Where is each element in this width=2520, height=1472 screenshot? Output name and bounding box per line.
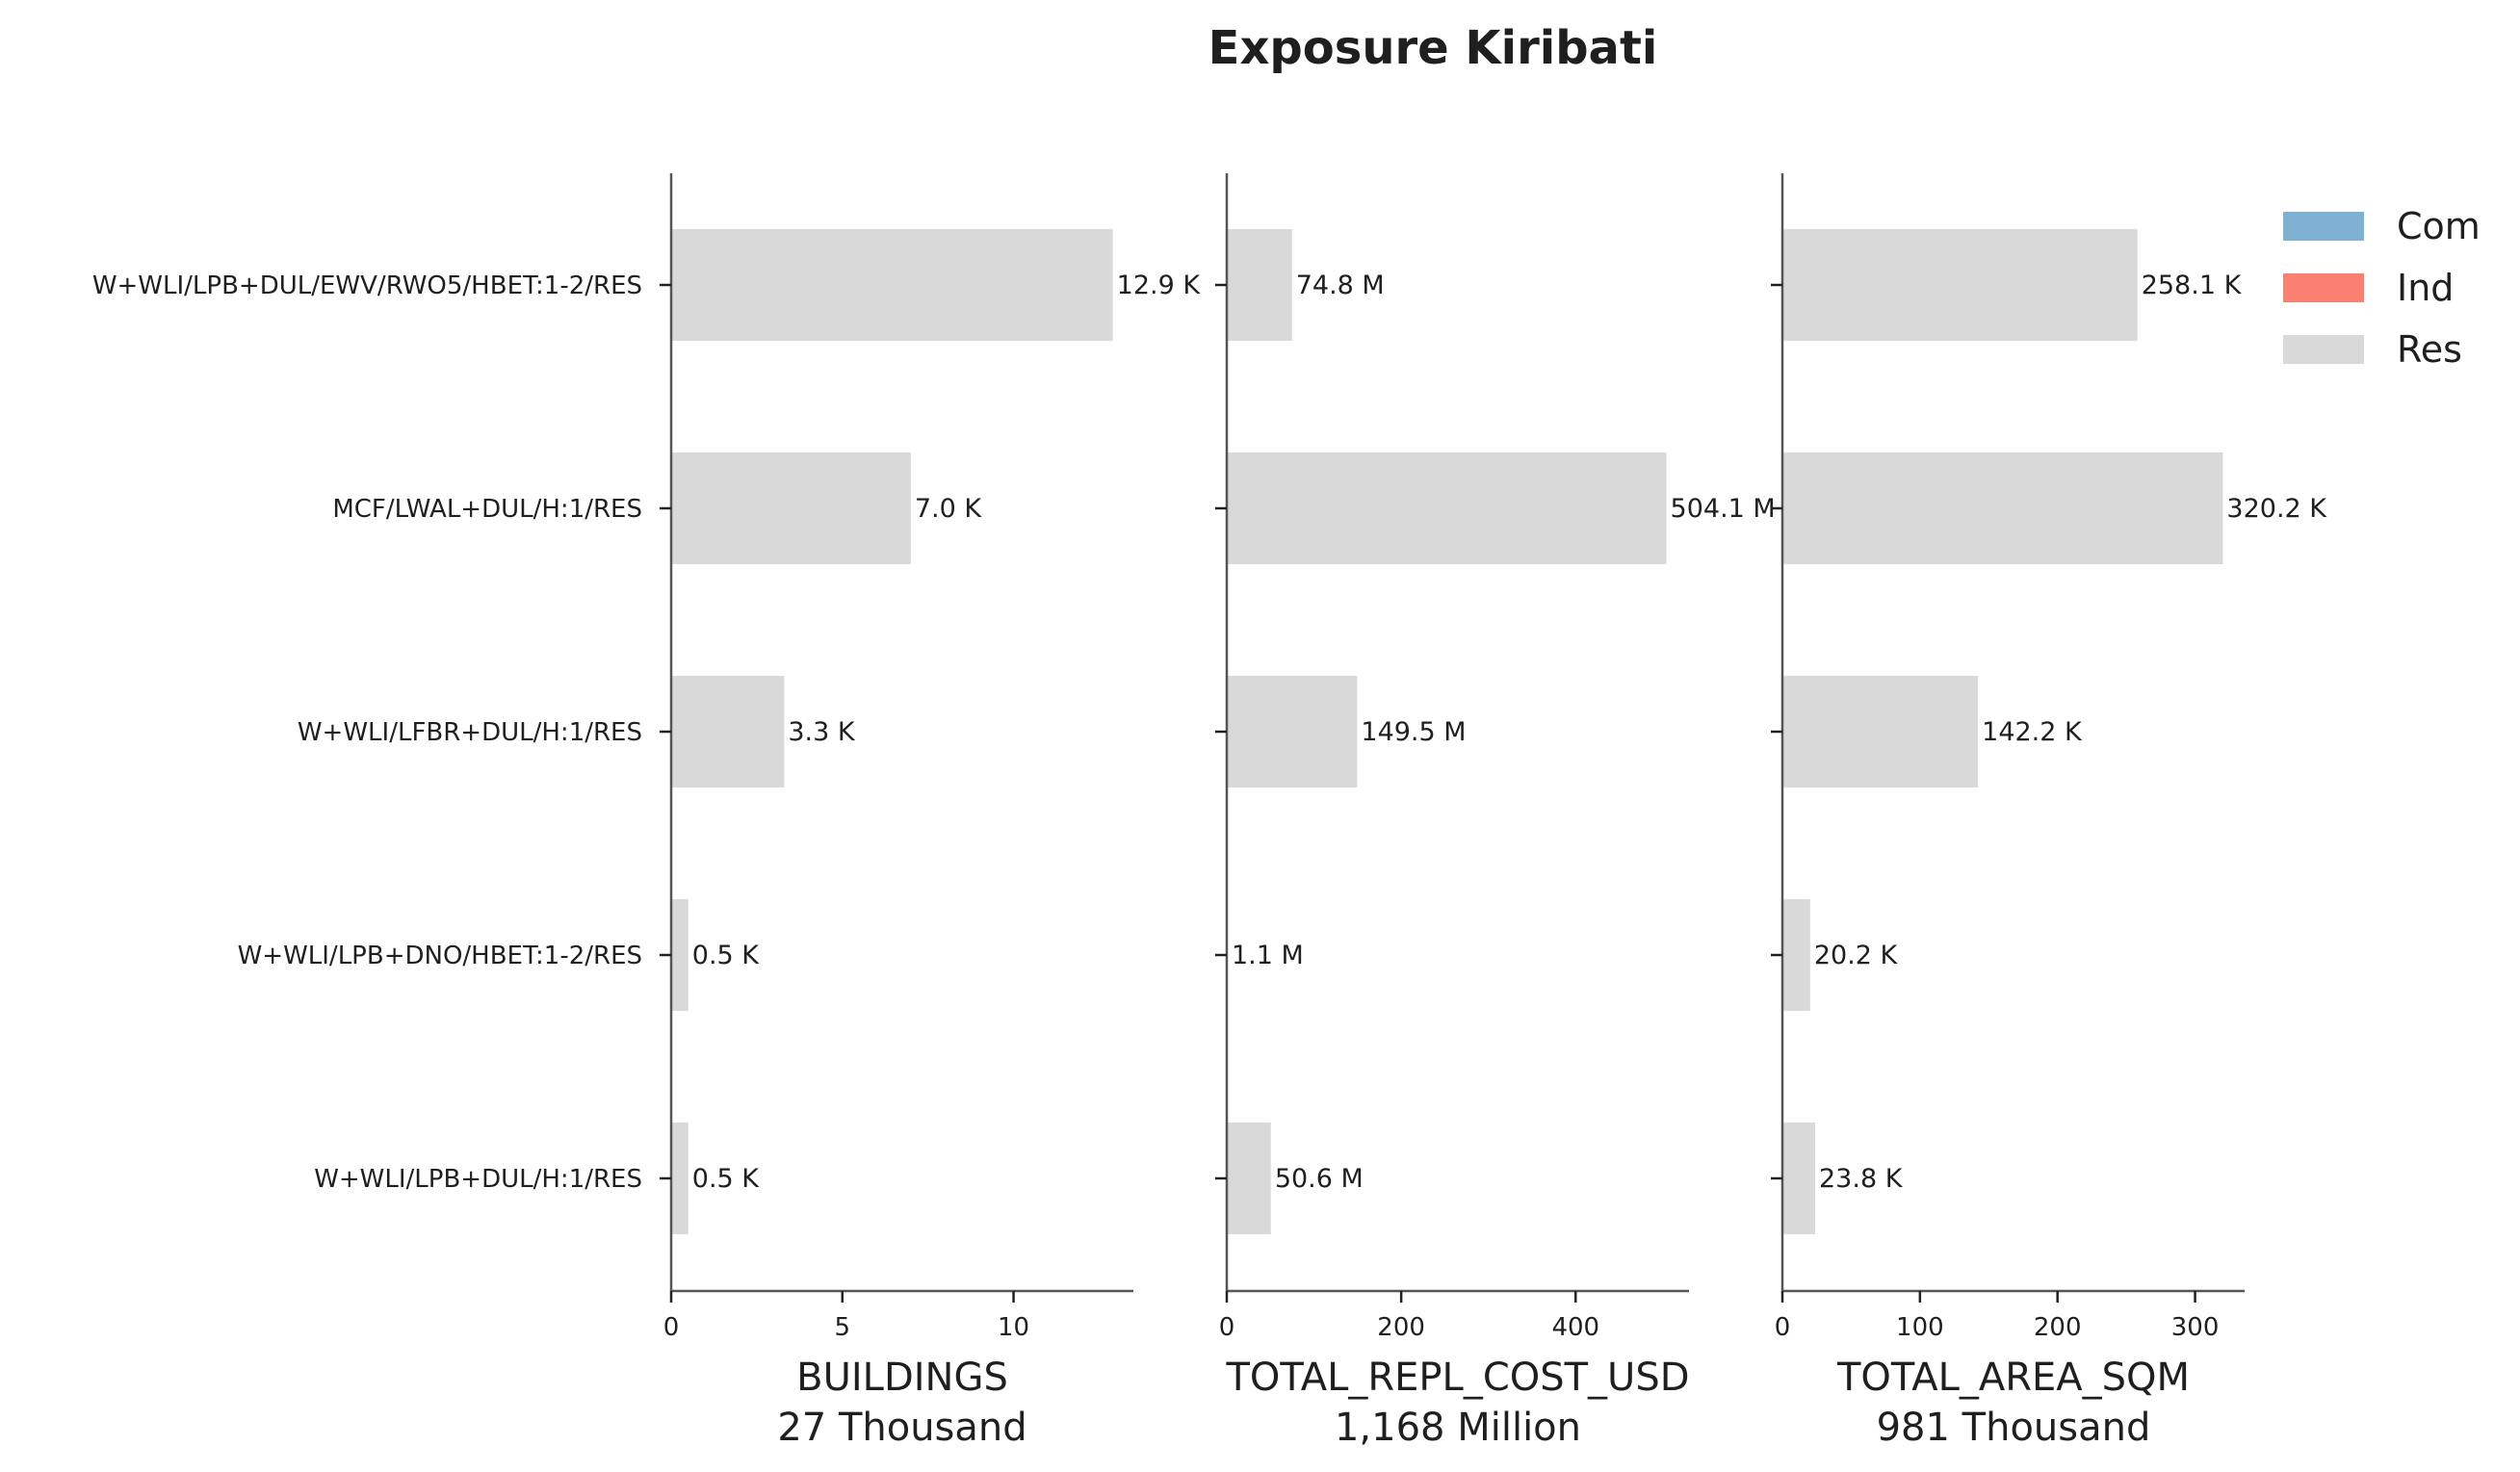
x-tick-label: 10 [998, 1313, 1029, 1342]
x-axis-label: BUILDINGS [796, 1356, 1008, 1400]
bar [1227, 229, 1292, 341]
bar [671, 676, 785, 788]
data-label: 258.1 K [2142, 271, 2243, 300]
panel-3: 258.1 K 320.2 K 142.2 K 20.2 K 23.8 K 0 100 200… [1771, 173, 2327, 1450]
bar [1782, 229, 2138, 341]
x-axis-label: TOTAL_REPL_COST_USD [1225, 1356, 1689, 1400]
data-label: 50.6 M [1275, 1164, 1364, 1194]
data-label: 0.5 K [692, 941, 761, 970]
bar [1227, 1123, 1271, 1234]
legend-swatch [2283, 212, 2364, 241]
panel-1: 12.9 K 7.0 K 3.3 K 0.5 K 0.5 K 0 5 10 BUILDINGS 2… [660, 173, 1201, 1450]
data-label: 320.2 K [2226, 494, 2327, 524]
category-label: W+WLI/LPB+DNO/HBET:1-2/RES [238, 942, 642, 970]
x-axis-total: 1,168 Million [1335, 1406, 1581, 1450]
legend-label: Ind [2397, 267, 2454, 309]
bar [1782, 899, 1810, 1011]
legend-swatch [2283, 273, 2364, 302]
x-tick-label: 400 [1551, 1313, 1599, 1342]
data-label: 7.0 K [915, 494, 983, 524]
bar [1782, 1123, 1815, 1234]
bar [1227, 452, 1667, 564]
legend-label: Com [2397, 205, 2481, 247]
data-label: 3.3 K [788, 717, 856, 747]
x-axis-total: 27 Thousand [777, 1406, 1026, 1450]
x-tick-label: 0 [1775, 1313, 1791, 1342]
x-tick-label: 5 [835, 1313, 851, 1342]
chart-panels: 12.9 K 7.0 K 3.3 K 0.5 K 0.5 K 0 5 10 BUILDINGS 2… [92, 173, 2327, 1450]
x-tick-label: 200 [2034, 1313, 2082, 1342]
category-label: W+WLI/LFBR+DUL/H:1/RES [298, 718, 642, 747]
category-label: MCF/LWAL+DUL/H:1/RES [332, 495, 642, 524]
bar [671, 229, 1113, 341]
legend-swatch [2283, 335, 2364, 364]
bar [1227, 676, 1358, 788]
category-label: W+WLI/LPB+DUL/EWV/RWO5/HBET:1-2/RES [92, 271, 642, 300]
chart-legend: Com Ind Res [2283, 205, 2481, 371]
data-label: 1.1 M [1232, 941, 1304, 970]
category-label: W+WLI/LPB+DUL/H:1/RES [314, 1165, 642, 1194]
bar [671, 452, 911, 564]
bar [671, 1123, 688, 1234]
x-tick-label: 0 [1219, 1313, 1235, 1342]
x-tick-label: 200 [1377, 1313, 1425, 1342]
data-label: 12.9 K [1117, 271, 1202, 300]
x-tick-label: 0 [663, 1313, 680, 1342]
bar [1782, 676, 1979, 788]
data-label: 142.2 K [1982, 717, 2083, 747]
data-label: 504.1 M [1671, 494, 1776, 524]
legend-label: Res [2397, 328, 2462, 371]
x-tick-label: 300 [2171, 1313, 2220, 1342]
bar [1782, 452, 2223, 564]
data-label: 149.5 M [1361, 717, 1466, 747]
bar [671, 899, 688, 1011]
x-axis-label: TOTAL_AREA_SQM [1836, 1356, 2190, 1400]
chart-title: Exposure Kiribati [1208, 21, 1658, 75]
panel-2: 74.8 M 504.1 M 149.5 M 1.1 M 50.6 M 0 200 400 TO… [1215, 173, 1776, 1450]
x-axis-total: 981 Thousand [1877, 1406, 2151, 1450]
data-label: 20.2 K [1814, 941, 1899, 970]
data-label: 74.8 M [1296, 271, 1385, 300]
x-tick-label: 100 [1896, 1313, 1944, 1342]
data-label: 23.8 K [1819, 1164, 1904, 1194]
data-label: 0.5 K [692, 1164, 761, 1194]
